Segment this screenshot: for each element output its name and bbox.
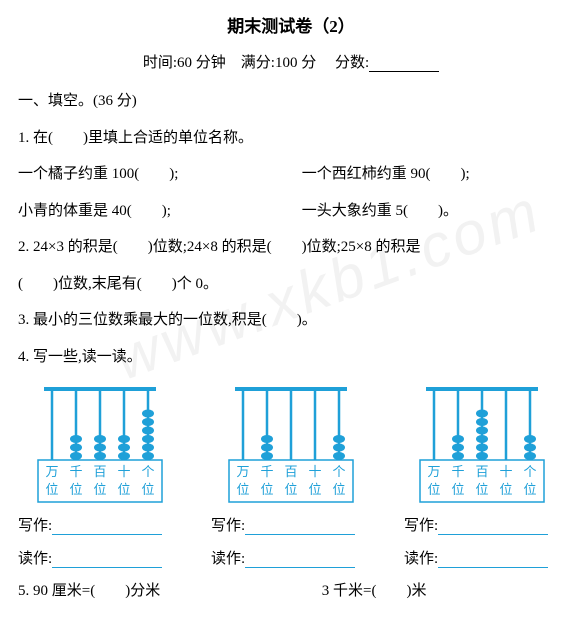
svg-text:位: 位 <box>451 482 464 497</box>
score-label: 分数: <box>335 55 369 71</box>
q1-prompt: 1. 在( )里填上合适的单位名称。 <box>18 127 564 150</box>
svg-text:个: 个 <box>141 464 154 479</box>
q1-row2: 小青的体重是 40( ); 一头大象约重 5( )。 <box>18 200 564 223</box>
q5-right: 3 千米=( )米 <box>322 583 427 599</box>
svg-text:位: 位 <box>236 482 249 497</box>
q5: 5. 90 厘米=( )分米 3 千米=( )米 <box>18 580 564 603</box>
svg-text:位: 位 <box>141 482 154 497</box>
svg-text:百: 百 <box>475 464 488 479</box>
read-label: 读作: <box>18 551 52 567</box>
write-blank <box>245 534 355 535</box>
abacus-2: 万位千位百位十位个位 <box>211 382 371 504</box>
q1-a2-left: 小青的体重是 40( ); <box>18 200 298 223</box>
q1-a1-left: 一个橘子约重 100( ); <box>18 163 298 186</box>
svg-text:位: 位 <box>308 482 321 497</box>
svg-text:十: 十 <box>499 464 512 479</box>
write-blank <box>438 534 548 535</box>
svg-text:位: 位 <box>69 482 82 497</box>
svg-text:万: 万 <box>236 464 249 479</box>
q2-line2: ( )位数,末尾有( )个 0。 <box>18 273 564 296</box>
svg-text:千: 千 <box>69 464 82 479</box>
fullscore-label: 满分:100 分 <box>241 55 316 71</box>
svg-text:位: 位 <box>523 482 536 497</box>
read-label: 读作: <box>404 551 438 567</box>
q1-a2-right: 一头大象约重 5( )。 <box>302 203 458 219</box>
svg-text:位: 位 <box>332 482 345 497</box>
write-2: 写作: <box>211 514 371 535</box>
read-blank <box>245 567 355 568</box>
page-title: 期末测试卷（2） <box>18 12 564 37</box>
svg-text:位: 位 <box>427 482 440 497</box>
svg-text:位: 位 <box>284 482 297 497</box>
svg-text:千: 千 <box>451 464 464 479</box>
svg-text:个: 个 <box>332 464 345 479</box>
time-label: 时间:60 分钟 <box>143 55 226 71</box>
abacus-row: 万位千位百位十位个位 万位千位百位十位个位 万位千位百位十位个位 <box>20 382 562 504</box>
svg-text:万: 万 <box>427 464 440 479</box>
score-blank <box>369 71 439 72</box>
write-label: 写作: <box>404 518 438 534</box>
svg-text:百: 百 <box>93 464 106 479</box>
q4-prompt: 4. 写一些,读一读。 <box>18 346 564 369</box>
write-blank <box>52 534 162 535</box>
abacus-3: 万位千位百位十位个位 <box>402 382 562 504</box>
svg-text:百: 百 <box>284 464 297 479</box>
svg-text:万: 万 <box>45 464 58 479</box>
write-label: 写作: <box>211 518 245 534</box>
read-row: 读作: 读作: 读作: <box>18 547 564 568</box>
write-1: 写作: <box>18 514 178 535</box>
section-header: 一、填空。(36 分) <box>18 90 564 113</box>
q1-row1: 一个橘子约重 100( ); 一个西红柿约重 90( ); <box>18 163 564 186</box>
abacus-1: 万位千位百位十位个位 <box>20 382 180 504</box>
svg-text:位: 位 <box>499 482 512 497</box>
svg-text:位: 位 <box>93 482 106 497</box>
q2-line1: 2. 24×3 的积是( )位数;24×8 的积是( )位数;25×8 的积是 <box>18 236 564 259</box>
svg-text:十: 十 <box>117 464 130 479</box>
abacus-svg-2: 万位千位百位十位个位 <box>221 382 361 504</box>
read-3: 读作: <box>404 547 564 568</box>
svg-text:位: 位 <box>475 482 488 497</box>
read-1: 读作: <box>18 547 178 568</box>
write-3: 写作: <box>404 514 564 535</box>
abacus-svg-1: 万位千位百位十位个位 <box>30 382 170 504</box>
svg-text:位: 位 <box>45 482 58 497</box>
q5-left: 5. 90 厘米=( )分米 <box>18 580 318 603</box>
svg-text:位: 位 <box>260 482 273 497</box>
write-row: 写作: 写作: 写作: <box>18 514 564 535</box>
read-blank <box>52 567 162 568</box>
read-label: 读作: <box>211 551 245 567</box>
q3: 3. 最小的三位数乘最大的一位数,积是( )。 <box>18 309 564 332</box>
meta-line: 时间:60 分钟 满分:100 分 分数: <box>18 51 564 72</box>
read-blank <box>438 567 548 568</box>
abacus-svg-3: 万位千位百位十位个位 <box>412 382 552 504</box>
svg-text:位: 位 <box>117 482 130 497</box>
svg-text:千: 千 <box>260 464 273 479</box>
svg-text:十: 十 <box>308 464 321 479</box>
svg-text:个: 个 <box>523 464 536 479</box>
read-2: 读作: <box>211 547 371 568</box>
write-label: 写作: <box>18 518 52 534</box>
q1-a1-right: 一个西红柿约重 90( ); <box>302 166 470 182</box>
